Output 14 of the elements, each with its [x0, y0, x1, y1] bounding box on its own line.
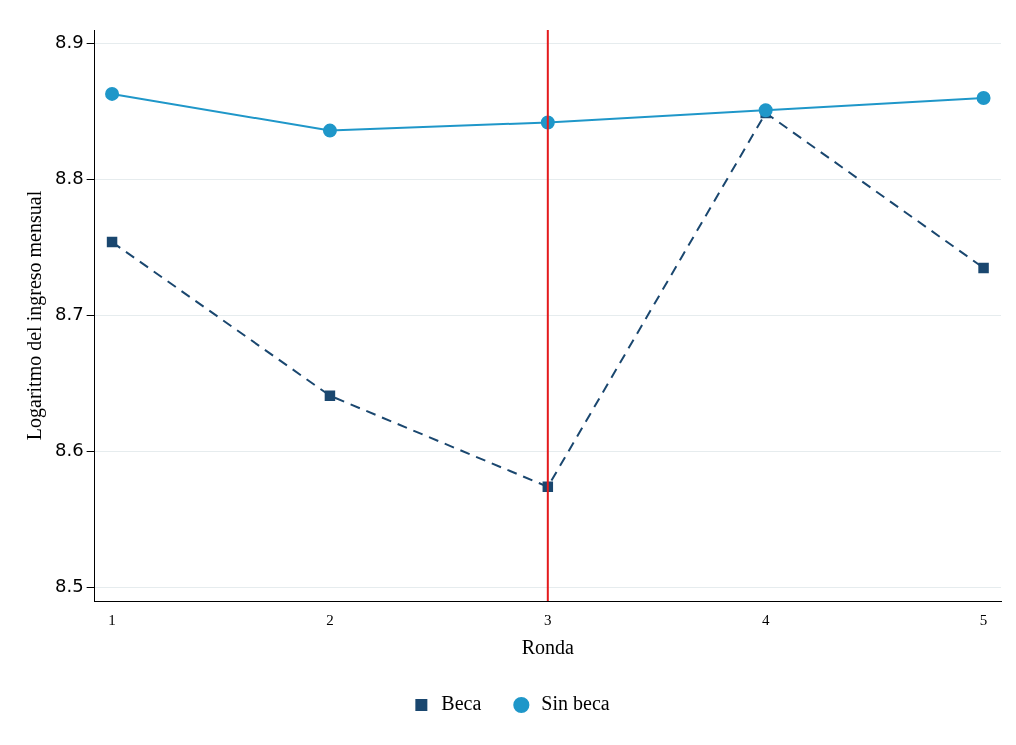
y-tick-label: 8.7 [54, 303, 84, 325]
y-tick-label: 8.9 [54, 31, 84, 53]
y-tick-label: 8.6 [54, 439, 84, 461]
y-tick-label: 8.8 [54, 167, 84, 189]
x-tick-label: 2 [326, 611, 334, 628]
legend-label: Beca [441, 692, 482, 715]
legend-label: Sin beca [541, 692, 610, 715]
y-tick-label: 8.5 [54, 575, 84, 597]
x-tick-label: 1 [108, 611, 116, 628]
x-tick-label: 3 [544, 611, 552, 628]
x-tick-label: 5 [979, 611, 988, 628]
x-tick-label: 4 [761, 611, 770, 628]
y-axis-title: Logaritmo del ingreso mensual [23, 190, 47, 441]
x-axis-title: Ronda [521, 636, 575, 659]
